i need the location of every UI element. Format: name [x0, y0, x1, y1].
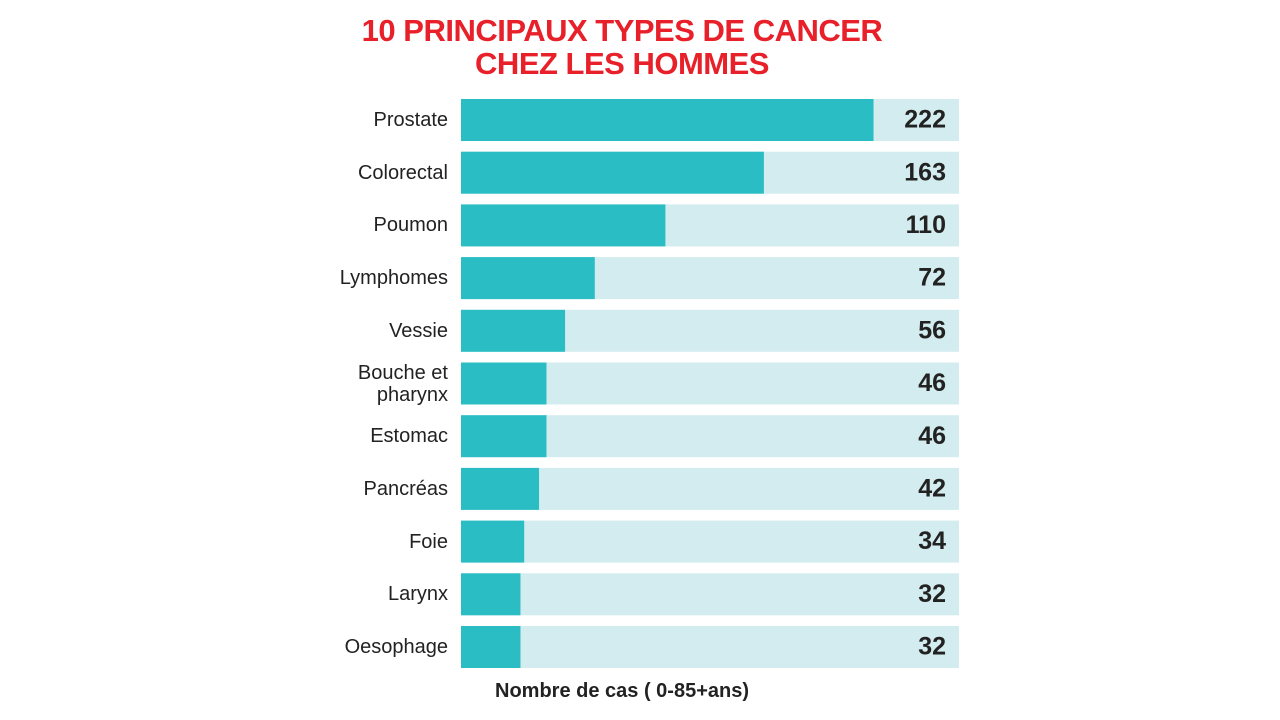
- value-label: 32: [918, 580, 946, 608]
- category-label: Lymphomes: [339, 267, 448, 290]
- bar: [461, 415, 547, 458]
- x-axis-label: Nombre de cas ( 0-85+ans): [495, 680, 749, 702]
- category-label: Estomac: [370, 425, 448, 448]
- value-label: 42: [918, 475, 946, 503]
- category-label: Colorectal: [357, 161, 448, 184]
- value-label: 110: [906, 211, 946, 239]
- category-label: Vessie: [389, 319, 448, 342]
- bar: [461, 362, 547, 405]
- value-label: 222: [904, 106, 946, 134]
- bar-track: [461, 467, 959, 510]
- bar: [461, 151, 764, 194]
- value-label: 56: [918, 316, 946, 344]
- category-label: Bouche et pharynx: [357, 361, 448, 406]
- category-label: Foie: [409, 530, 448, 553]
- bar: [461, 99, 874, 141]
- bar: [461, 204, 666, 247]
- bar: [461, 573, 521, 616]
- category-label: Larynx: [387, 583, 448, 606]
- category-label: Oesophage: [344, 636, 448, 658]
- bar: [461, 626, 521, 668]
- bar: [461, 257, 595, 300]
- value-label: 46: [918, 422, 946, 450]
- value-label: 72: [918, 264, 946, 292]
- bar: [461, 520, 525, 563]
- value-label: 34: [918, 527, 946, 555]
- category-label: Pancréas: [363, 477, 449, 500]
- chart-title: 10 PRINCIPAUX TYPES DE CANCER CHEZ LES H…: [361, 13, 883, 81]
- bar: [461, 309, 566, 352]
- bar: [461, 467, 540, 510]
- value-label: 163: [904, 158, 946, 186]
- category-label: Poumon: [373, 214, 449, 237]
- value-label: 46: [918, 369, 946, 397]
- category-label: Prostate: [373, 109, 448, 131]
- bar-track: [461, 573, 959, 616]
- bar-track: [461, 520, 959, 563]
- bar-track: [461, 626, 959, 668]
- value-label: 32: [918, 633, 946, 661]
